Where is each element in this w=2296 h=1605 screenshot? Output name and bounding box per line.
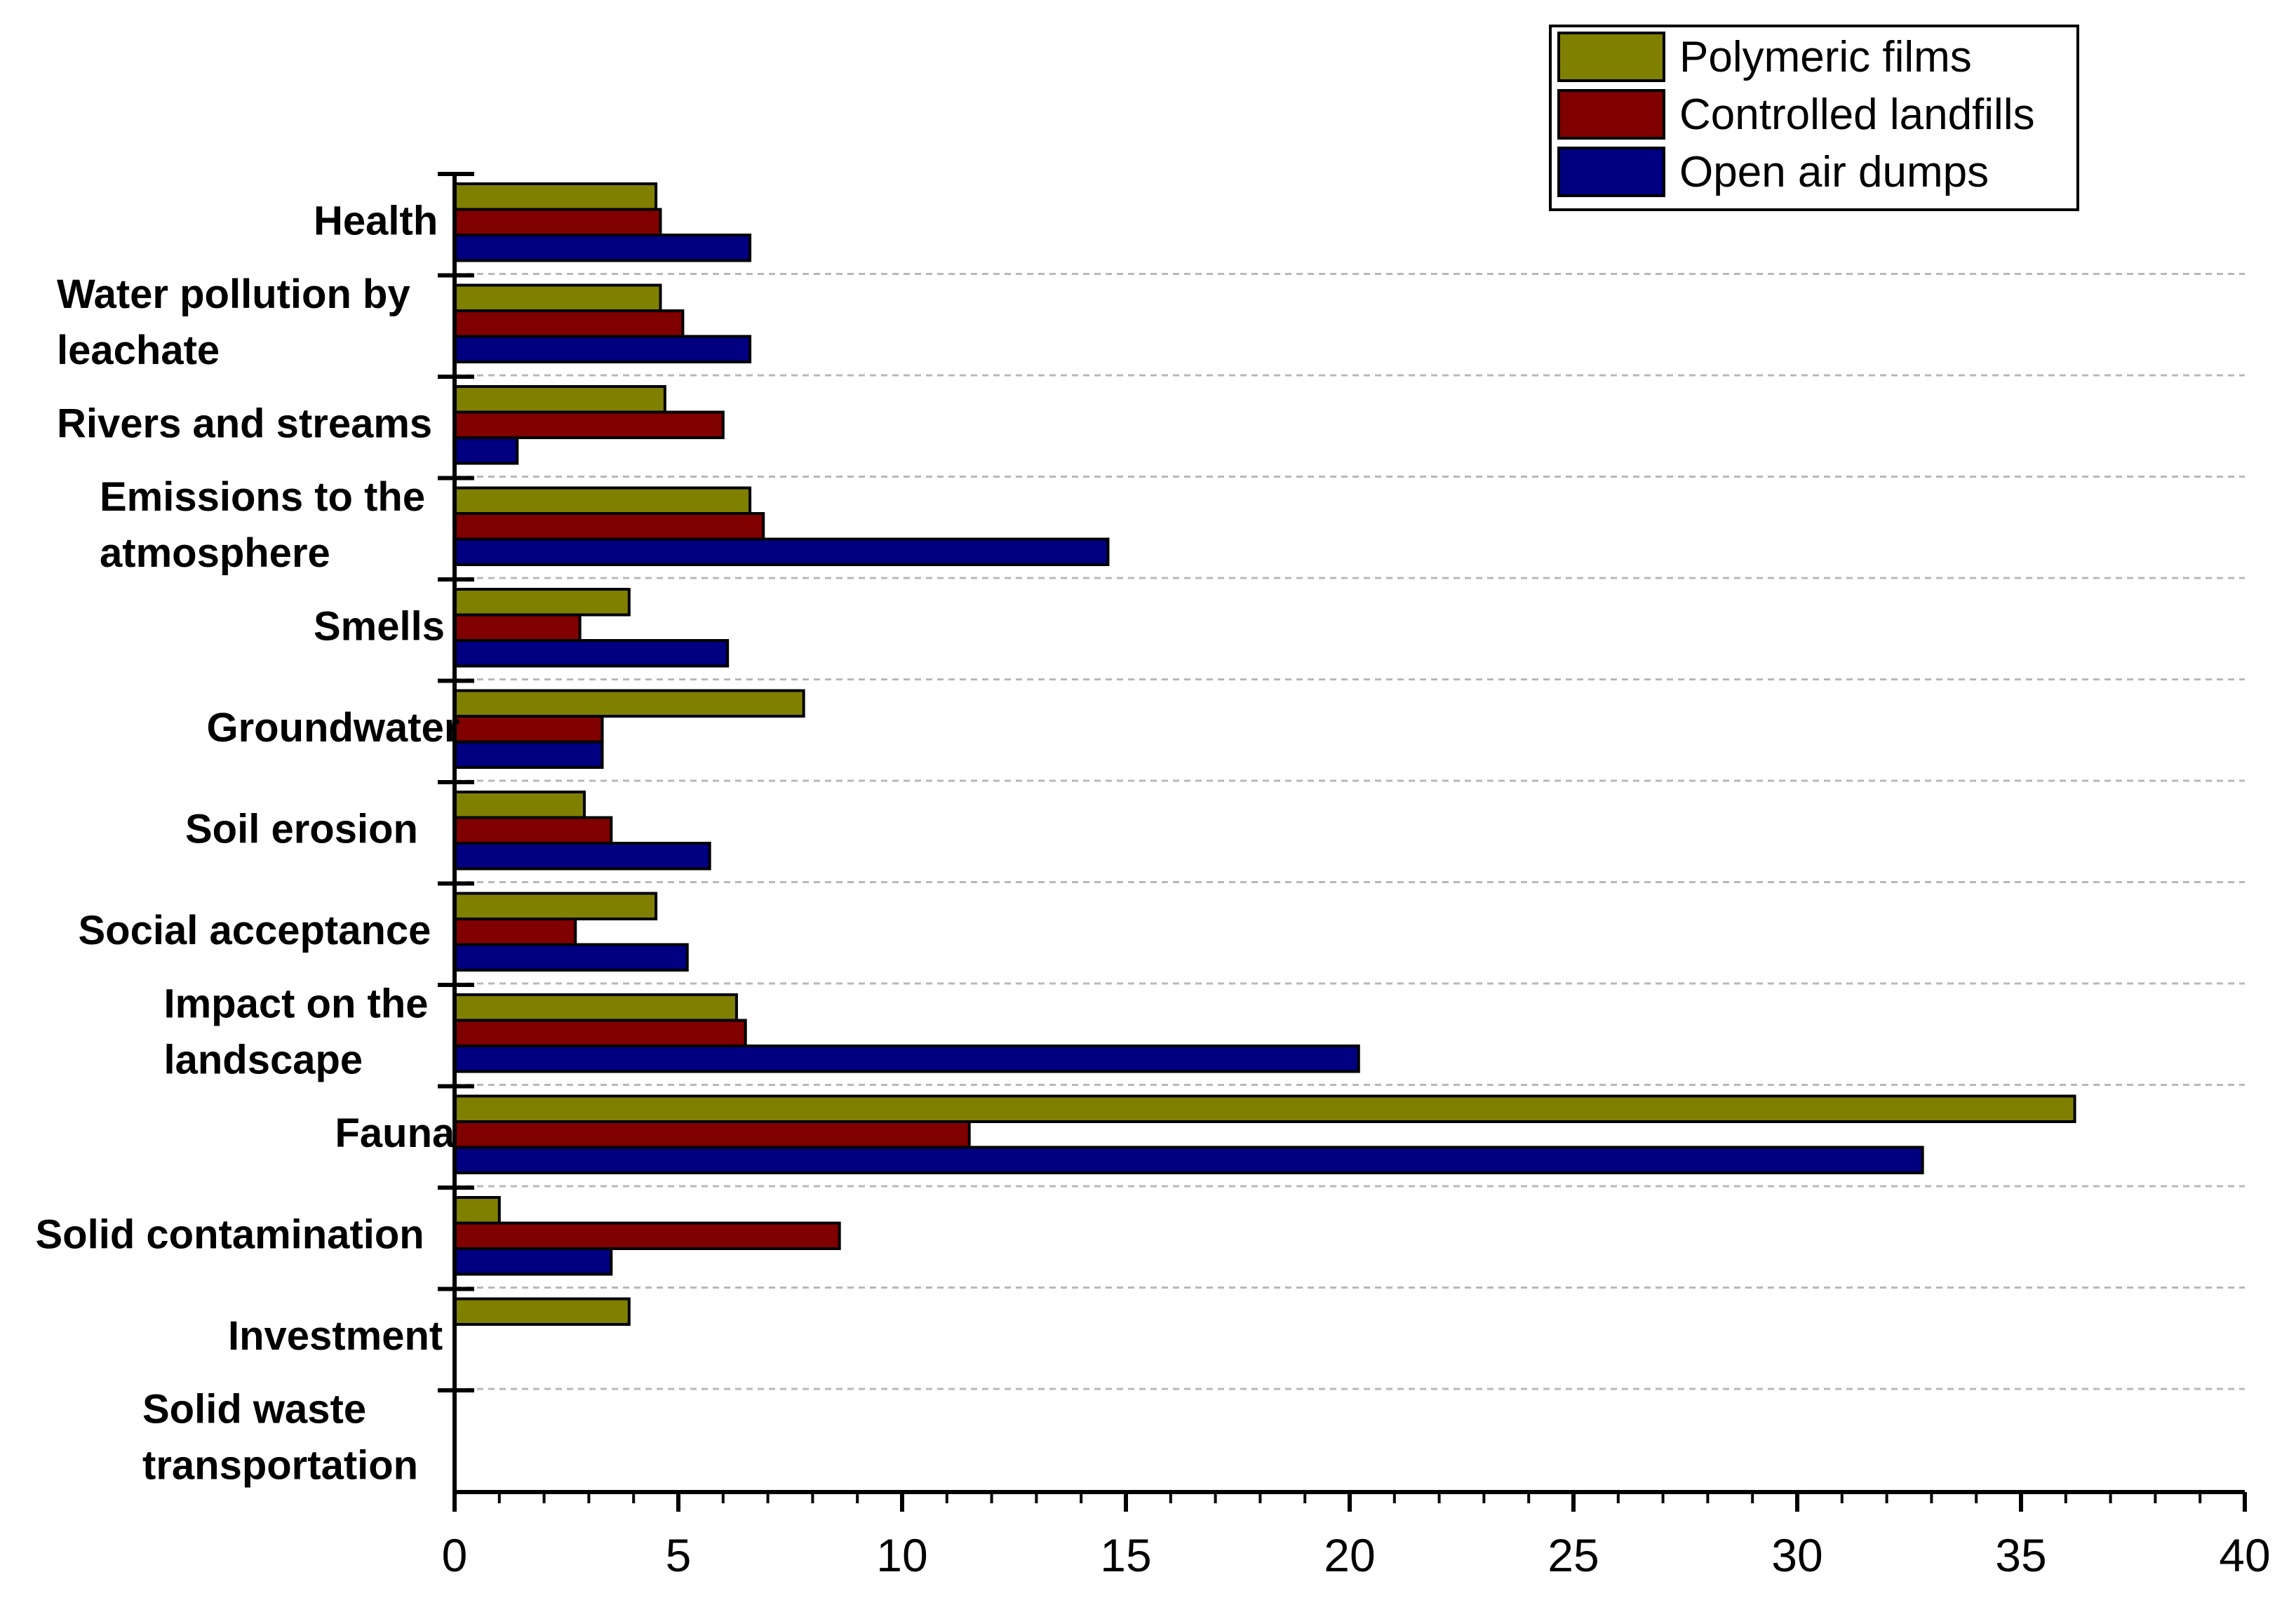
x-tick-label: 25	[1548, 1529, 1599, 1581]
category-label: Fauna	[335, 1110, 456, 1156]
x-tick-label: 5	[666, 1529, 692, 1581]
bar-polymeric-films	[453, 791, 586, 819]
category-label: Health	[314, 198, 438, 243]
bars	[453, 182, 2076, 1326]
category-label: Smells	[314, 603, 445, 649]
category-label: Groundwater	[207, 705, 460, 751]
bar-open-air-dumps	[453, 1146, 1924, 1174]
bar-open-air-dumps	[453, 943, 689, 972]
bar-open-air-dumps	[453, 537, 1110, 566]
bar-polymeric-films	[453, 486, 752, 515]
x-tick-label: 35	[1995, 1529, 2046, 1581]
category-label: Solid contamination	[36, 1211, 424, 1257]
category-label: Rivers and streams	[57, 401, 432, 446]
bar-controlled-landfills	[453, 918, 577, 946]
bar-controlled-landfills	[453, 715, 604, 744]
bar-controlled-landfills	[453, 208, 662, 236]
x-tick-label: 20	[1324, 1529, 1375, 1581]
bar-open-air-dumps	[453, 1045, 1360, 1073]
bar-controlled-landfills	[453, 1221, 841, 1250]
category-label: Water pollution by leachate	[57, 271, 410, 373]
bar-polymeric-films	[453, 993, 738, 1022]
bar-open-air-dumps	[453, 335, 752, 363]
legend: Polymeric films Controlled landfills Open …	[1549, 25, 2079, 211]
bar-polymeric-films	[453, 1094, 2076, 1123]
bar-open-air-dumps	[453, 1247, 613, 1276]
axes: 0 5 10 15 20 25 30 35 40	[438, 172, 2271, 1581]
bar-polymeric-films	[453, 588, 631, 617]
category-label: Investment	[228, 1313, 443, 1359]
x-tick-label: 30	[1771, 1529, 1822, 1581]
bar-open-air-dumps	[453, 639, 730, 668]
category-label: Emissions to the atmosphere	[100, 474, 425, 576]
legend-swatch	[1557, 89, 1665, 140]
bar-controlled-landfills	[453, 1120, 971, 1149]
bar-controlled-landfills	[453, 816, 613, 845]
category-labels: Health Water pollution by leachate Rivers a…	[36, 198, 460, 1488]
bar-polymeric-films	[453, 1297, 631, 1326]
bar-controlled-landfills	[453, 512, 765, 541]
bar-polymeric-films	[453, 689, 805, 718]
category-label: Social acceptance	[79, 908, 431, 953]
bar-open-air-dumps	[453, 436, 519, 465]
x-tick-label: 0	[442, 1529, 468, 1581]
legend-label: Polymeric films	[1679, 33, 1972, 81]
legend-label: Open air dumps	[1679, 148, 1989, 196]
bar-controlled-landfills	[453, 1019, 747, 1047]
category-label: Soil erosion	[185, 806, 418, 852]
bar-open-air-dumps	[453, 842, 711, 871]
bar-controlled-landfills	[453, 309, 685, 338]
category-label: Solid waste transportation	[142, 1386, 418, 1488]
bar-polymeric-films	[453, 385, 666, 414]
legend-swatch	[1557, 32, 1665, 82]
category-label: Impact on the landscape	[164, 981, 429, 1082]
legend-label: Controlled landfills	[1679, 90, 2035, 139]
legend-swatch	[1557, 147, 1665, 197]
bar-open-air-dumps	[453, 234, 752, 262]
x-tick-label: 10	[876, 1529, 927, 1581]
bar-polymeric-films	[453, 182, 658, 211]
bar-controlled-landfills	[453, 410, 725, 439]
x-tick-label: 15	[1100, 1529, 1151, 1581]
x-tick-label: 40	[2219, 1529, 2270, 1581]
bar-polymeric-films	[453, 283, 662, 312]
bar-open-air-dumps	[453, 740, 604, 769]
bar-controlled-landfills	[453, 613, 582, 642]
bar-polymeric-films	[453, 1196, 501, 1225]
bar-polymeric-films	[453, 892, 658, 920]
